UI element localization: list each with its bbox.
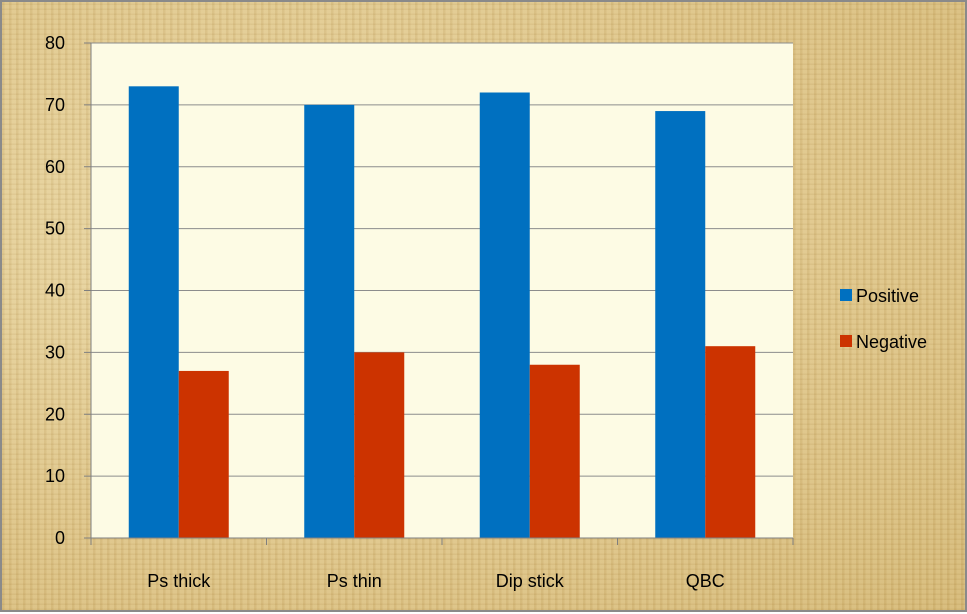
bar-positive-0 bbox=[128, 86, 179, 538]
bar-positive-2 bbox=[479, 92, 530, 538]
bar-negative-1 bbox=[354, 352, 405, 538]
x-tick-label: Dip stick bbox=[496, 571, 565, 591]
y-tick-label: 60 bbox=[45, 157, 65, 177]
y-tick-label: 40 bbox=[45, 281, 65, 301]
legend-label-negative: Negative bbox=[856, 332, 927, 352]
legend: Positive Negative bbox=[840, 286, 927, 352]
y-tick-label: 20 bbox=[45, 404, 65, 424]
axes bbox=[84, 42, 794, 545]
bar-negative-0 bbox=[178, 370, 229, 538]
y-tick-label: 70 bbox=[45, 95, 65, 115]
y-tick-label: 50 bbox=[45, 219, 65, 239]
bar-negative-2 bbox=[529, 364, 580, 538]
y-tick-label: 0 bbox=[55, 528, 65, 548]
legend-label-positive: Positive bbox=[856, 286, 919, 306]
x-tick-labels: Ps thick Ps thin Dip stick QBC bbox=[147, 571, 725, 591]
bar-negative-3 bbox=[705, 346, 756, 538]
x-tick-label: Ps thick bbox=[147, 571, 211, 591]
x-tick-label: QBC bbox=[686, 571, 725, 591]
bars bbox=[128, 86, 756, 538]
bar-positive-3 bbox=[655, 111, 706, 538]
y-tick-label: 80 bbox=[45, 33, 65, 53]
y-tick-label: 10 bbox=[45, 466, 65, 486]
legend-swatch-positive bbox=[840, 289, 852, 301]
y-tick-label: 30 bbox=[45, 342, 65, 362]
x-tick-label: Ps thin bbox=[327, 571, 382, 591]
bar-positive-1 bbox=[304, 104, 355, 538]
legend-swatch-negative bbox=[840, 335, 852, 347]
y-tick-labels: 0 10 20 30 40 50 60 70 80 bbox=[45, 33, 65, 548]
